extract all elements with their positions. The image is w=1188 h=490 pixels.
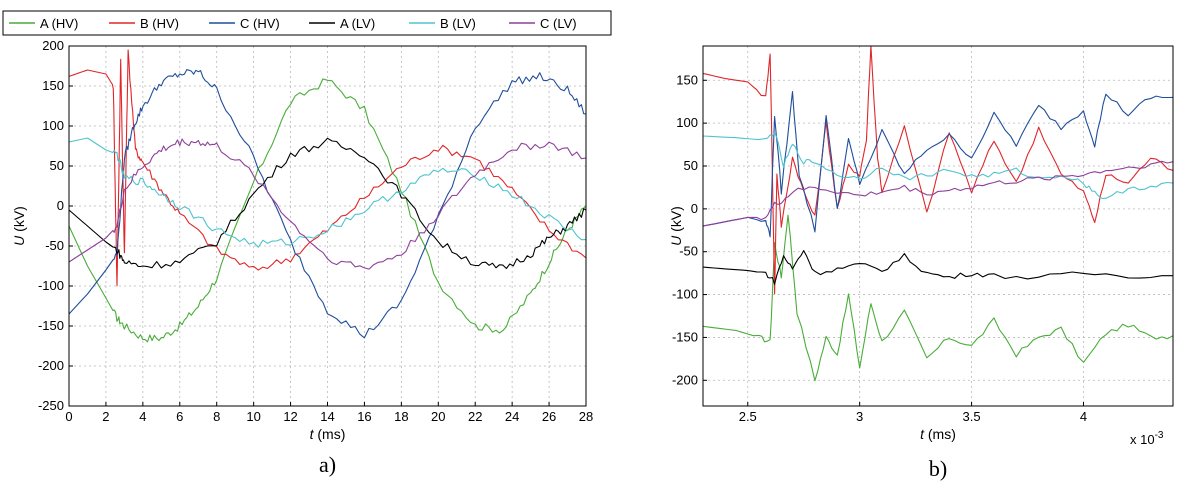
panel-a-ytick-label-4: -50 bbox=[45, 238, 64, 253]
panel-a-xtick-label-9: 18 bbox=[394, 409, 408, 424]
panel-b-series-c-lv bbox=[703, 160, 1173, 227]
panel-a-xtick-label-7: 14 bbox=[320, 409, 334, 424]
legend-label-a-hv: A (HV) bbox=[40, 16, 78, 31]
panel-b-ytick-label-0: -200 bbox=[672, 372, 698, 387]
panel-a-series-a-lv bbox=[69, 137, 586, 270]
panel-a-xtick-label-3: 6 bbox=[176, 409, 183, 424]
panel-b-ytick-label-2: -100 bbox=[672, 287, 698, 302]
panel-a-xtick-label-4: 8 bbox=[213, 409, 220, 424]
legend-label-a-lv: A (LV) bbox=[340, 16, 375, 31]
panel-b-x-multiplier: x 10-3 bbox=[1130, 430, 1164, 447]
panel-a-x-axis-label: t (ms) bbox=[310, 426, 346, 442]
panel-b-ytick-label-6: 100 bbox=[676, 115, 698, 130]
panel-a-xtick-label-8: 16 bbox=[357, 409, 371, 424]
panel-b-y-axis-label: U (kV) bbox=[668, 206, 684, 246]
panel-a-ytick-label-5: 0 bbox=[57, 198, 64, 213]
panel-b-xtick-label-1: 3 bbox=[856, 409, 863, 424]
panel-a-ytick-label-6: 50 bbox=[50, 158, 64, 173]
panel-b-series-b-hv bbox=[703, 46, 1173, 295]
panel-a-y-axis-label: U (kV) bbox=[11, 206, 27, 246]
panel-a-ytick-label-7: 100 bbox=[42, 118, 64, 133]
legend-label-c-hv: C (HV) bbox=[240, 16, 280, 31]
panel-a-ytick-label-9: 200 bbox=[42, 38, 64, 53]
panel-b-series-a-hv bbox=[703, 214, 1173, 382]
panel-a-xtick-label-6: 12 bbox=[283, 409, 297, 424]
panel-b-xtick-label-3: 4 bbox=[1080, 409, 1087, 424]
panel-b-series-b-lv bbox=[703, 132, 1173, 200]
panel-b-ytick-label-1: -150 bbox=[672, 329, 698, 344]
panel-a-series-b-hv bbox=[69, 49, 586, 287]
panel-b-frame bbox=[702, 45, 1174, 407]
panel-a: 0 2 4 6 8 10 12 14 16 18 20 22 24 26 28-250-200-150-10… bbox=[11, 38, 593, 477]
panel-b-ytick-label-5: 50 bbox=[684, 158, 698, 173]
panel-a-xtick-label-13: 26 bbox=[542, 409, 556, 424]
panel-a-xtick-label-1: 2 bbox=[102, 409, 109, 424]
panel-a-xtick-label-0: 0 bbox=[65, 409, 72, 424]
legend-label-c-lv: C (LV) bbox=[540, 16, 577, 31]
panel-a-xtick-label-10: 20 bbox=[431, 409, 445, 424]
panel-a-ytick-label-2: -150 bbox=[38, 318, 64, 333]
panel-b-label: b) bbox=[929, 456, 947, 481]
panel-b-ytick-label-7: 150 bbox=[676, 72, 698, 87]
panel-a-ytick-label-0: -250 bbox=[38, 398, 64, 413]
panel-a-xtick-label-12: 24 bbox=[505, 409, 519, 424]
panel-a-series-c-lv bbox=[69, 138, 586, 270]
panel-a-ytick-label-3: -100 bbox=[38, 278, 64, 293]
panel-b-ytick-label-3: -50 bbox=[679, 244, 698, 259]
legend-label-b-lv: B (LV) bbox=[440, 16, 476, 31]
panel-a-ytick-label-1: -200 bbox=[38, 358, 64, 373]
panel-a-xtick-label-14: 28 bbox=[579, 409, 593, 424]
panel-a-ytick-label-8: 150 bbox=[42, 78, 64, 93]
legend-label-b-hv: B (HV) bbox=[140, 16, 179, 31]
panel-b-x-axis-label: t (ms) bbox=[920, 426, 956, 442]
panel-a-label: a) bbox=[319, 452, 336, 477]
panel-a-xtick-label-11: 22 bbox=[468, 409, 482, 424]
panel-b-xtick-label-0: 2.5 bbox=[739, 409, 757, 424]
panel-a-series-b-lv bbox=[69, 137, 586, 248]
legend: A (HV) B (HV) C (HV) A (LV) B (LV) C (LV) bbox=[2, 10, 612, 36]
panel-b-ytick-label-4: 0 bbox=[691, 201, 698, 216]
panel-a-xtick-label-2: 4 bbox=[139, 409, 146, 424]
panel-a-xtick-label-5: 10 bbox=[246, 409, 260, 424]
panel-b-series-c-hv bbox=[703, 90, 1173, 238]
panel-b-series-a-lv bbox=[703, 250, 1173, 285]
panel-b-xtick-label-2: 3.5 bbox=[963, 409, 981, 424]
panel-a-series-a-hv bbox=[69, 78, 586, 343]
